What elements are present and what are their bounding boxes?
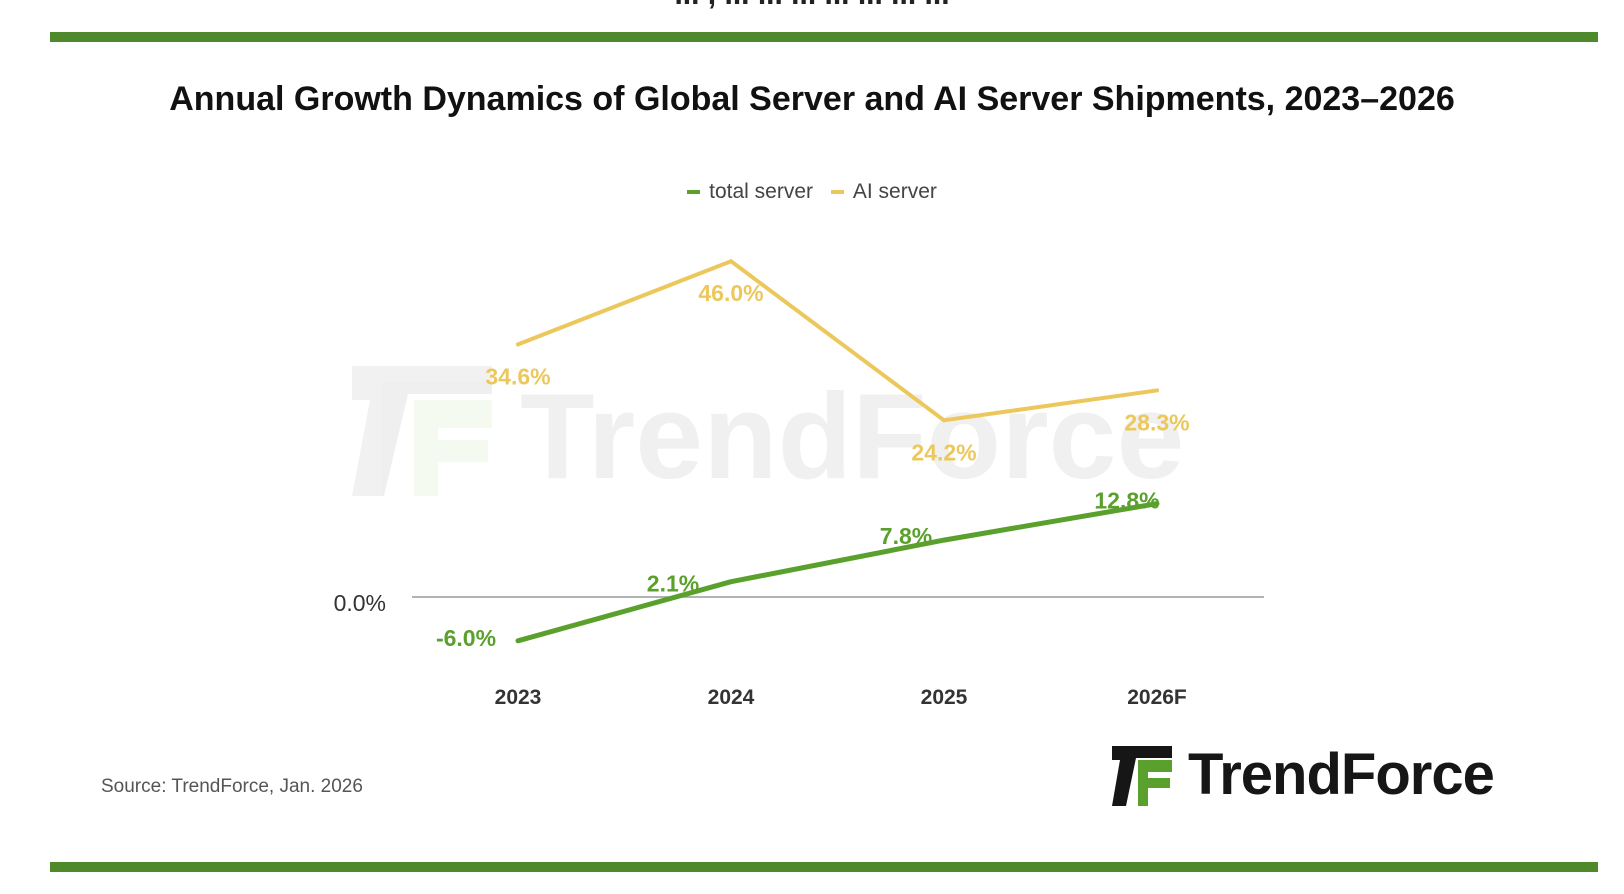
legend: total server AI server (0, 176, 1624, 204)
bottom-rule (50, 862, 1598, 872)
legend-item-ai-server: AI server (830, 180, 937, 204)
x-tick-label-2025: 2025 (921, 686, 968, 709)
legend-item-total-server: total server (687, 180, 813, 204)
data-point-total-server-2025 (942, 538, 946, 543)
data-point-total-server-2024 (729, 579, 733, 584)
data-label-total-server-2024: 2.1% (647, 571, 699, 597)
x-tick-label-2024: 2024 (708, 686, 755, 709)
cut-off-header-text: ... , ... ... ... ... ... ... ... (0, 0, 1624, 12)
trendforce-logo: TrendForce (1108, 740, 1568, 810)
legend-swatch-total-server (687, 190, 701, 194)
data-point-ai-server-2025 (942, 418, 946, 423)
data-point-total-server-2023 (516, 638, 520, 643)
y-axis-label-zero: 0.0% (334, 590, 386, 616)
data-point-ai-server-2026f (1155, 388, 1159, 393)
chart-title: Annual Growth Dynamics of Global Server … (169, 80, 1455, 118)
source-note: Source: TrendForce, Jan. 2026 (101, 776, 363, 797)
series-line-total-server (515, 501, 1160, 644)
legend-label-total-server: total server (709, 180, 813, 203)
data-label-total-server-2026f: 12.8% (1094, 488, 1159, 514)
trendforce-logo-icon (1112, 746, 1172, 806)
watermark-text: TrendForce (520, 368, 1184, 504)
data-point-ai-server-2024 (729, 259, 733, 264)
legend-label-ai-server: AI server (852, 180, 937, 203)
watermark-icon (352, 366, 492, 496)
data-label-total-server-2023: -6.0% (436, 625, 496, 651)
data-point-total-server-2026f (1155, 501, 1159, 506)
data-point-ai-server-2023 (516, 342, 520, 347)
data-label-ai-server-2026f: 28.3% (1124, 409, 1189, 435)
trendforce-logo-text: TrendForce (1188, 742, 1495, 807)
series-line-ai-server (516, 259, 1159, 423)
x-tick-label-2023: 2023 (495, 686, 542, 709)
x-tick-label-2026f: 2026F (1127, 686, 1187, 709)
data-label-ai-server-2023: 34.6% (485, 363, 550, 389)
data-label-total-server-2025: 7.8% (880, 523, 932, 549)
data-label-ai-server-2025: 24.2% (911, 439, 976, 465)
data-label-ai-server-2024: 46.0% (698, 280, 763, 306)
top-rule (50, 32, 1598, 42)
legend-swatch-ai-server (830, 190, 844, 194)
